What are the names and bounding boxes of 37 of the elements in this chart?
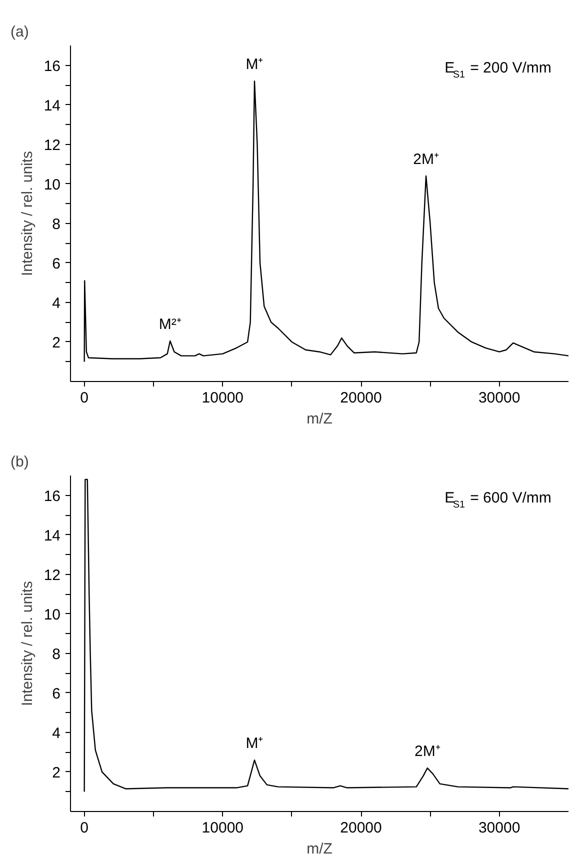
x-tick-label: 20000 xyxy=(340,820,382,836)
y-tick-label: 12 xyxy=(44,566,61,584)
chart-title: (a) xyxy=(10,24,29,40)
y-tick-label: 14 xyxy=(44,97,61,114)
x-tick-label: 10000 xyxy=(202,820,244,836)
line-series xyxy=(84,478,568,792)
y-tick-label: 6 xyxy=(52,255,60,272)
x-tick-label: 10000 xyxy=(202,390,244,406)
x-axis-title: m/Z xyxy=(306,840,332,858)
y-tick-label: 4 xyxy=(52,294,60,312)
x-tick-label: 20000 xyxy=(340,390,382,406)
y-tick-label: 10 xyxy=(44,176,61,194)
x-axis-title: m/Z xyxy=(306,410,332,428)
y-tick-label: 4 xyxy=(52,724,60,742)
y-tick-label: 16 xyxy=(44,58,61,75)
y-tick-label: 16 xyxy=(44,488,61,505)
y-tick-label: 2 xyxy=(52,764,60,782)
annotation: 2M⁺ xyxy=(414,743,440,760)
annotation: 2M⁺ xyxy=(413,150,439,168)
line-series xyxy=(84,80,568,362)
y-axis-title: Intensity / rel. units xyxy=(18,150,36,276)
y-tick-label: 12 xyxy=(44,136,61,154)
y-tick-label: 6 xyxy=(52,685,60,702)
x-tick-label: 30000 xyxy=(478,820,520,836)
annotation: M⁺ xyxy=(246,735,264,752)
y-tick-label: 8 xyxy=(52,646,60,663)
y-tick-label: 10 xyxy=(44,606,61,624)
y-tick-label: 8 xyxy=(52,216,60,233)
x-tick-label: 0 xyxy=(80,820,89,836)
annotation: M⁺ xyxy=(246,56,264,74)
y-axis-title: Intensity / rel. units xyxy=(18,580,36,706)
y-tick-label: 2 xyxy=(52,334,60,352)
x-tick-label: 0 xyxy=(80,390,89,406)
annotation: M²⁺ xyxy=(158,316,182,333)
y-tick-label: 14 xyxy=(44,527,61,544)
x-tick-label: 30000 xyxy=(478,390,520,406)
chart-title: (b) xyxy=(10,454,29,470)
